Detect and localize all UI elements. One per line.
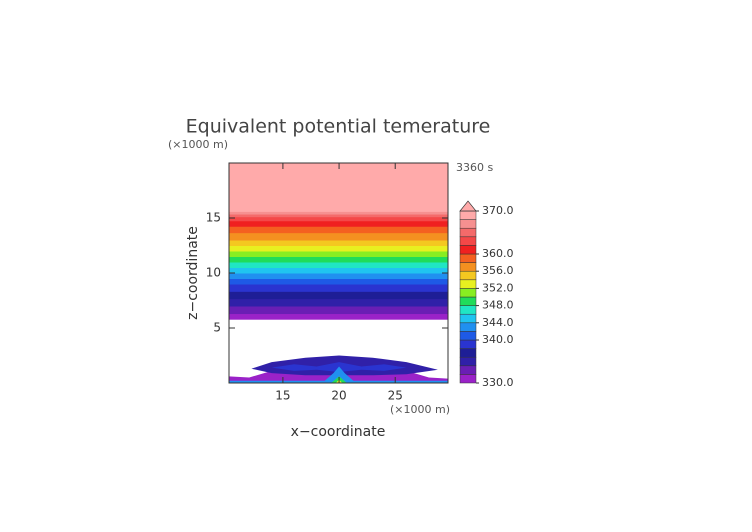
colorbar-label: 356.0 — [482, 264, 514, 277]
contour-band — [229, 267, 448, 274]
profile-segment — [229, 218, 448, 230]
colorbar-segment — [459, 253, 477, 263]
colorbar-segment — [459, 313, 477, 324]
contour-band — [229, 256, 448, 263]
contour-band — [229, 163, 448, 212]
contour-band — [229, 216, 448, 219]
colorbar-segment — [459, 356, 477, 367]
contour-band — [229, 245, 448, 252]
x-axis-label: x−coordinate — [291, 424, 386, 440]
colorbar-label: 340.0 — [482, 333, 514, 346]
x-tick-label: 20 — [331, 389, 346, 403]
profile-segment — [229, 284, 448, 296]
contour-band — [229, 306, 448, 315]
colorbar-segment — [459, 365, 477, 375]
colorbar-segment — [459, 339, 477, 349]
colorbar-segment — [459, 227, 477, 238]
profile-segment — [229, 251, 448, 263]
contour-band — [229, 240, 448, 246]
contour-band — [229, 298, 448, 307]
time-label: 3360 s — [456, 161, 493, 174]
contour-band — [229, 218, 448, 222]
y-tick-label: 10 — [206, 266, 221, 280]
colorbar-segment — [459, 210, 477, 220]
colorbar-label: 352.0 — [482, 281, 514, 294]
profile-segment — [229, 240, 448, 252]
contour-band — [229, 313, 448, 320]
colorbar-segment — [459, 270, 477, 281]
colorbar-segment — [459, 305, 477, 315]
colorbar-segment — [459, 296, 477, 306]
x-unit: (×1000 m) — [390, 403, 450, 416]
colorbar-segment — [459, 348, 477, 358]
profile-segment — [229, 306, 448, 320]
colorbar-segment — [459, 322, 477, 332]
colorbar-segment — [459, 331, 477, 341]
colorbar-label: 348.0 — [482, 299, 514, 312]
contour-band — [229, 211, 448, 215]
colorbar-extend — [459, 200, 477, 212]
contour-region — [322, 366, 356, 383]
contour-band — [229, 232, 448, 241]
profile-segment — [229, 211, 448, 219]
colorbar-label: 360.0 — [482, 247, 514, 260]
field — [229, 163, 448, 383]
contour-band — [229, 214, 448, 218]
colorbar-segment — [459, 262, 477, 272]
colorbar-segment — [459, 245, 477, 255]
contour-band — [229, 262, 448, 268]
profile-segment — [229, 229, 448, 241]
contour-band — [229, 273, 448, 279]
colorbar-label: 330.0 — [482, 376, 514, 389]
colorbar-segment — [459, 288, 477, 298]
y-tick-label: 5 — [213, 321, 221, 335]
colorbar-segment — [459, 219, 477, 229]
x-tick-label: 15 — [275, 389, 290, 403]
contour-band — [229, 284, 448, 292]
y-unit: (×1000 m) — [168, 138, 228, 151]
axes: 15 20 25 5 10 15 — [206, 162, 449, 403]
colorbar-label: 370.0 — [482, 204, 514, 217]
colorbar-segment — [459, 374, 477, 384]
contour-band — [229, 291, 448, 296]
contour-band — [229, 278, 448, 285]
contour-band — [229, 251, 448, 257]
chart-title: Equivalent potential temerature — [186, 116, 491, 138]
colorbar-segment — [459, 236, 477, 246]
contour-band — [229, 229, 448, 234]
y-axis-label: z−coordinate — [185, 226, 201, 320]
contour-band — [229, 226, 448, 230]
profile-segment — [229, 273, 448, 285]
y-tick-label: 15 — [206, 211, 221, 225]
contour-band — [229, 220, 448, 227]
colorbar-label: 344.0 — [482, 316, 514, 329]
contour-band — [229, 295, 448, 300]
profile-segment — [229, 163, 448, 212]
profile-segment — [229, 262, 448, 274]
colorbar-segment — [459, 279, 477, 289]
profile-segment — [229, 295, 448, 307]
x-tick-label: 25 — [388, 389, 403, 403]
